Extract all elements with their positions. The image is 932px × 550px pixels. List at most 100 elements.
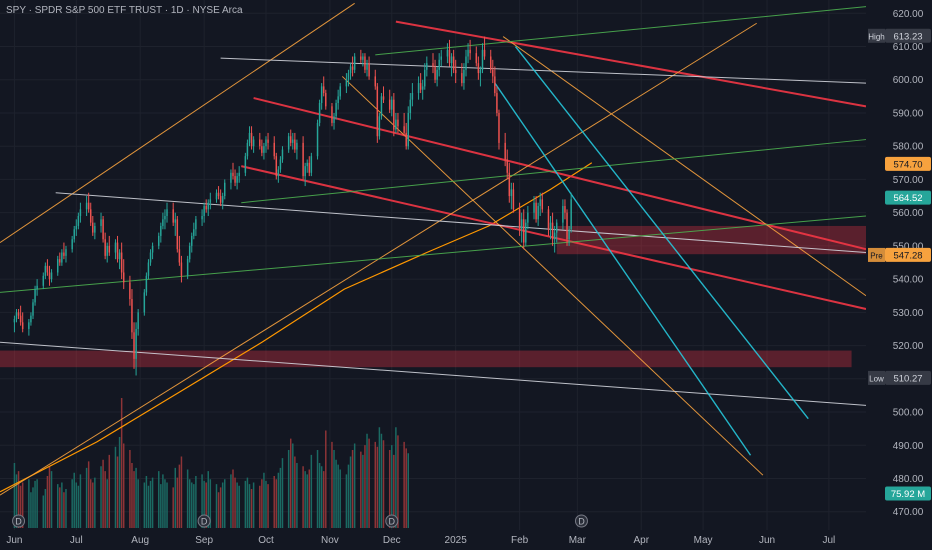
candle[interactable] [325, 89, 327, 110]
candle[interactable] [368, 56, 370, 80]
price-label-volume[interactable]: 75.92 M [885, 486, 931, 501]
candle[interactable] [551, 212, 554, 246]
candle[interactable] [178, 235, 181, 266]
candle[interactable] [409, 93, 412, 120]
candle[interactable] [191, 232, 193, 253]
candle[interactable] [94, 222, 96, 240]
candle[interactable] [244, 152, 247, 177]
ma-200[interactable] [0, 162, 593, 493]
candle[interactable] [533, 196, 535, 220]
candle[interactable] [440, 49, 442, 67]
candle[interactable] [566, 209, 568, 246]
candle[interactable] [48, 265, 51, 286]
orange-diag-2[interactable] [502, 36, 867, 297]
price-label-Low[interactable]: 510.27 Low [868, 370, 931, 385]
candle[interactable] [166, 202, 168, 223]
candle[interactable] [397, 112, 399, 133]
candle[interactable] [349, 63, 352, 80]
candle[interactable] [539, 192, 541, 216]
candle[interactable] [525, 219, 527, 246]
candle[interactable] [469, 39, 471, 60]
candle[interactable] [63, 242, 65, 260]
candle[interactable] [193, 222, 195, 240]
candle[interactable] [522, 209, 525, 250]
white-trend-low[interactable] [0, 341, 867, 406]
candle[interactable] [246, 139, 249, 160]
candle[interactable] [360, 49, 362, 64]
candle[interactable] [296, 139, 298, 160]
candle[interactable] [337, 89, 339, 110]
candle[interactable] [378, 112, 381, 140]
candle[interactable] [174, 212, 177, 236]
candle[interactable] [232, 162, 234, 180]
candle[interactable] [494, 66, 496, 97]
candle[interactable] [339, 83, 341, 100]
candle[interactable] [562, 199, 564, 230]
candle[interactable] [520, 212, 523, 243]
candle[interactable] [481, 43, 484, 74]
candle[interactable] [28, 318, 30, 336]
candle[interactable] [549, 215, 552, 240]
candle[interactable] [50, 269, 53, 283]
candle[interactable] [172, 202, 174, 226]
candle[interactable] [108, 235, 111, 256]
candle[interactable] [362, 53, 364, 67]
candle[interactable] [287, 132, 290, 153]
candle[interactable] [411, 83, 414, 107]
candle[interactable] [75, 219, 78, 236]
candle[interactable] [345, 73, 348, 94]
candle[interactable] [518, 202, 521, 236]
candle[interactable] [162, 212, 164, 230]
candle[interactable] [42, 272, 45, 290]
candle[interactable] [151, 242, 154, 260]
candle[interactable] [259, 132, 261, 150]
candle[interactable] [131, 289, 133, 339]
candle[interactable] [318, 99, 321, 127]
candle[interactable] [467, 43, 469, 64]
candle[interactable] [19, 305, 22, 326]
candle[interactable] [308, 156, 311, 177]
red-channel-low[interactable] [241, 165, 867, 311]
red-channel-top[interactable] [395, 20, 867, 108]
candle[interactable] [135, 322, 137, 376]
candle[interactable] [316, 119, 319, 160]
candle[interactable] [221, 192, 224, 210]
dividend-marker[interactable]: D [197, 514, 211, 528]
candle[interactable] [71, 235, 73, 253]
candle[interactable] [454, 59, 457, 84]
dividend-marker[interactable]: D [385, 514, 399, 528]
candle[interactable] [205, 199, 207, 213]
candle[interactable] [147, 259, 150, 280]
candle[interactable] [479, 66, 482, 87]
candle[interactable] [506, 149, 508, 180]
candle[interactable] [448, 39, 451, 67]
green-trend-high[interactable] [375, 6, 867, 56]
candle[interactable] [376, 83, 379, 143]
candle[interactable] [133, 322, 135, 369]
candle[interactable] [118, 249, 121, 270]
candle[interactable] [483, 36, 486, 60]
candle[interactable] [463, 63, 465, 90]
candle[interactable] [120, 242, 123, 280]
candle[interactable] [320, 83, 323, 110]
candle[interactable] [564, 199, 566, 220]
candle[interactable] [382, 86, 385, 104]
candle[interactable] [13, 315, 16, 333]
candle[interactable] [224, 179, 226, 200]
candle[interactable] [236, 172, 238, 190]
candle[interactable] [277, 166, 280, 183]
candle[interactable] [335, 99, 337, 120]
candle[interactable] [215, 189, 218, 203]
candle[interactable] [374, 69, 377, 90]
price-label-last[interactable]: 564.52 [885, 190, 931, 205]
candle[interactable] [164, 209, 166, 230]
candle[interactable] [388, 89, 391, 113]
candle[interactable] [44, 262, 47, 280]
candle[interactable] [450, 53, 453, 77]
candle[interactable] [59, 252, 61, 266]
candle[interactable] [452, 49, 455, 74]
candle[interactable] [407, 106, 409, 150]
candle[interactable] [364, 53, 366, 74]
candle[interactable] [186, 255, 189, 280]
candle[interactable] [351, 56, 354, 77]
